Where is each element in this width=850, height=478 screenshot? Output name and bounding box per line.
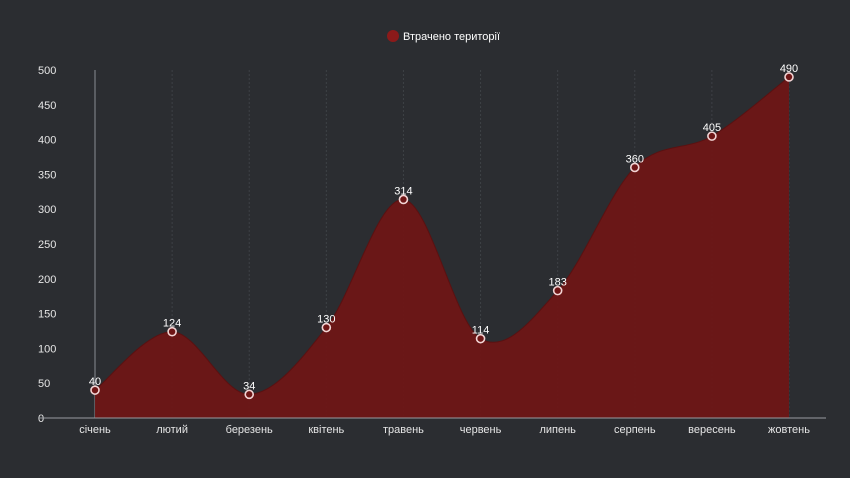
x-tick-label: червень xyxy=(460,424,502,436)
data-label: 40 xyxy=(89,376,101,388)
data-label: 34 xyxy=(243,380,255,392)
y-tick-label: 200 xyxy=(38,274,56,286)
x-tick-label: травень xyxy=(383,424,424,436)
data-label: 314 xyxy=(394,185,412,197)
x-tick-label: вересень xyxy=(688,424,736,436)
y-tick-label: 150 xyxy=(38,309,56,321)
data-point xyxy=(321,322,332,333)
y-axis-ticks: 0 50 100 150 200 250 300 350 400 450 500 xyxy=(38,65,56,425)
data-point xyxy=(90,385,100,395)
x-axis: січень лютий березень квітень травень червень… xyxy=(38,417,826,436)
area-fill xyxy=(95,76,789,419)
data-point xyxy=(475,333,486,344)
x-tick-label: жовтень xyxy=(768,424,810,436)
y-tick-label: 400 xyxy=(38,135,56,147)
data-point xyxy=(398,194,409,205)
data-label: 114 xyxy=(472,325,490,337)
x-tick-label: серпень xyxy=(614,424,656,436)
data-point xyxy=(629,162,640,173)
legend-marker xyxy=(387,30,399,42)
y-tick-label: 0 xyxy=(38,413,44,425)
data-point xyxy=(784,72,794,82)
legend: Втрачено території xyxy=(387,30,500,43)
data-labels: 40 124 34 130 314 114 183 360 405 490 xyxy=(89,63,798,392)
x-tick-label: березень xyxy=(226,424,273,436)
y-tick-label: 50 xyxy=(38,378,50,390)
area-series xyxy=(94,76,790,419)
data-points xyxy=(90,72,794,400)
x-tick-label: липень xyxy=(539,424,576,436)
data-point xyxy=(552,285,563,296)
data-label: 360 xyxy=(626,153,644,165)
y-tick-label: 250 xyxy=(38,239,56,251)
data-label: 124 xyxy=(163,318,181,330)
x-tick-label: січень xyxy=(79,424,111,436)
y-tick-label: 300 xyxy=(38,204,56,216)
x-tick-label: лютий xyxy=(156,424,188,436)
data-point xyxy=(167,326,177,337)
data-label: 490 xyxy=(780,63,798,75)
legend-label: Втрачено території xyxy=(403,31,500,43)
y-tick-label: 500 xyxy=(38,65,56,77)
data-point xyxy=(707,131,717,141)
y-tick-label: 450 xyxy=(38,100,56,112)
data-label: 130 xyxy=(317,314,335,326)
x-tick-label: квітень xyxy=(308,424,344,436)
data-label: 405 xyxy=(703,122,721,134)
data-label: 183 xyxy=(548,277,566,289)
y-tick-label: 350 xyxy=(38,169,56,181)
data-point xyxy=(244,389,255,400)
y-tick-label: 100 xyxy=(38,343,56,355)
area-line xyxy=(94,76,790,395)
